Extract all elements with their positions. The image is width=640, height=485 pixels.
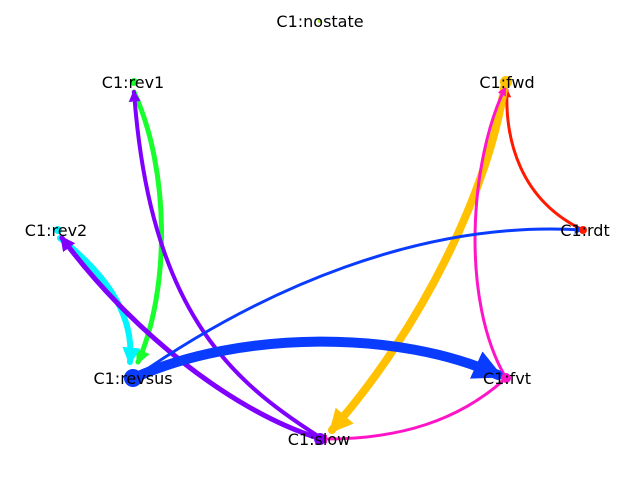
node-rev1[interactable] — [130, 78, 138, 86]
edges-layer — [57, 78, 585, 444]
node-slow[interactable] — [314, 433, 326, 445]
edge-revsus-to-fvt — [129, 336, 504, 383]
node-label-rev1: C1:rev1 — [102, 73, 164, 92]
edge-fwd-to-slow — [328, 78, 509, 434]
edge-rev2-to-revsus — [57, 235, 141, 366]
node-nostate[interactable] — [318, 19, 322, 23]
node-fwd[interactable] — [500, 76, 512, 88]
edge-revsus-to-rdt — [132, 225, 584, 380]
node-label-fwd: C1:fwd — [479, 73, 534, 92]
edge-fvt-to-slow — [318, 376, 508, 444]
node-rdt[interactable] — [579, 226, 587, 234]
labels-layer: C1:nostate C1:rev1 C1:fwd C1:rev2 C1:rdt… — [25, 12, 610, 449]
edge-slow-to-rev1 — [128, 89, 320, 438]
edge-fvt-to-fwd — [473, 86, 508, 380]
node-revsus[interactable] — [124, 369, 142, 387]
edge-rdt-to-fwd — [502, 88, 585, 232]
nodes-layer — [54, 19, 587, 445]
node-rev2[interactable] — [54, 226, 62, 234]
node-fvt[interactable] — [501, 373, 511, 383]
node-label-rdt: C1:rdt — [560, 221, 609, 240]
node-label-fvt: C1:fvt — [483, 369, 531, 388]
node-label-rev2: C1:rev2 — [25, 221, 87, 240]
node-label-nostate: C1:nostate — [276, 12, 363, 31]
node-label-slow: C1:slow — [288, 430, 350, 449]
node-label-revsus: C1:revsus — [93, 369, 172, 388]
